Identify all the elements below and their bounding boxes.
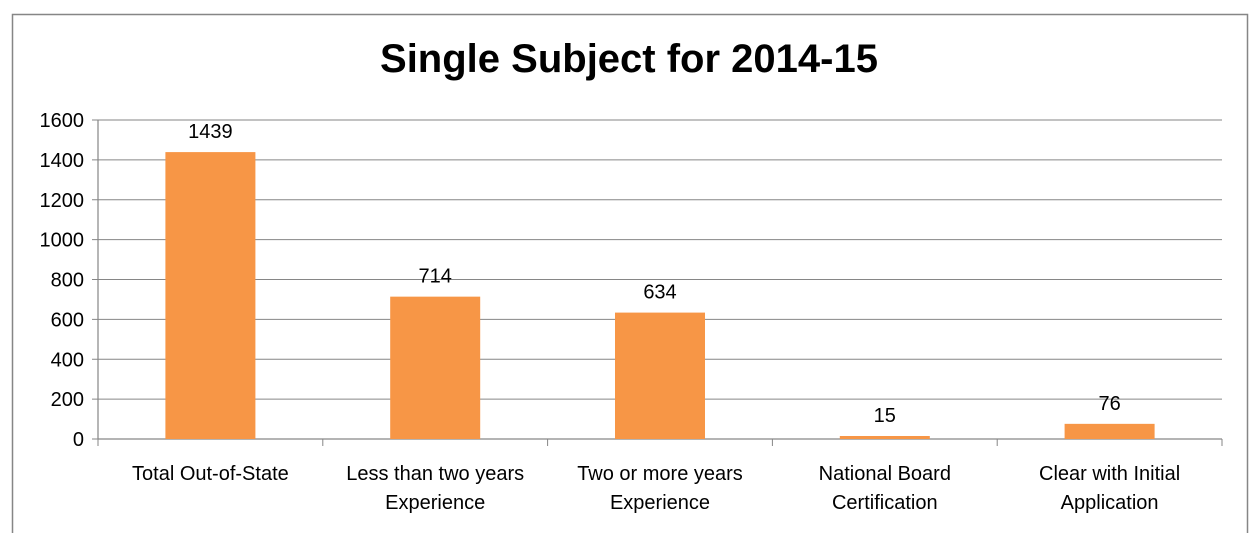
- x-category-label: National Board: [819, 463, 951, 485]
- x-category-label: Less than two years: [346, 463, 524, 485]
- y-tick-labels: 0 200 400 600 800 1000 1200 1400 1600: [40, 110, 85, 451]
- data-label: 76: [1098, 393, 1120, 415]
- y-tick-label: 200: [51, 389, 84, 411]
- x-category-label: Experience: [610, 492, 710, 514]
- y-tick-label: 0: [73, 429, 84, 451]
- data-labels: 1439 714 634 15 76: [188, 121, 1121, 427]
- x-category-label: Two or more years: [577, 463, 743, 485]
- x-category-label: Certification: [832, 492, 938, 514]
- data-label: 1439: [188, 121, 233, 143]
- data-label: 15: [874, 405, 896, 427]
- y-tick-label: 600: [51, 309, 84, 331]
- x-category-labels: Total Out-of-State Less than two years Exp…: [132, 463, 1180, 514]
- bars: [165, 152, 1155, 440]
- data-label: 634: [643, 282, 676, 304]
- data-label: 714: [419, 266, 452, 288]
- y-tick-label: 1400: [40, 150, 85, 172]
- bar: [165, 152, 256, 440]
- y-tick-label: 1600: [40, 110, 85, 132]
- bar: [615, 312, 705, 439]
- x-category-label: Experience: [385, 492, 485, 514]
- y-tick-label: 1200: [40, 190, 85, 212]
- x-category-label: Clear with Initial: [1039, 463, 1180, 485]
- x-category-label: Application: [1061, 492, 1159, 514]
- y-tick-label: 400: [51, 349, 84, 371]
- y-tick-label: 1000: [40, 230, 85, 252]
- y-tick-label: 800: [51, 270, 84, 292]
- x-category-label: Total Out-of-State: [132, 463, 289, 485]
- bar: [839, 436, 930, 439]
- bar: [1064, 423, 1155, 439]
- bar: [390, 296, 481, 439]
- chart-title: Single Subject for 2014-15: [380, 37, 878, 81]
